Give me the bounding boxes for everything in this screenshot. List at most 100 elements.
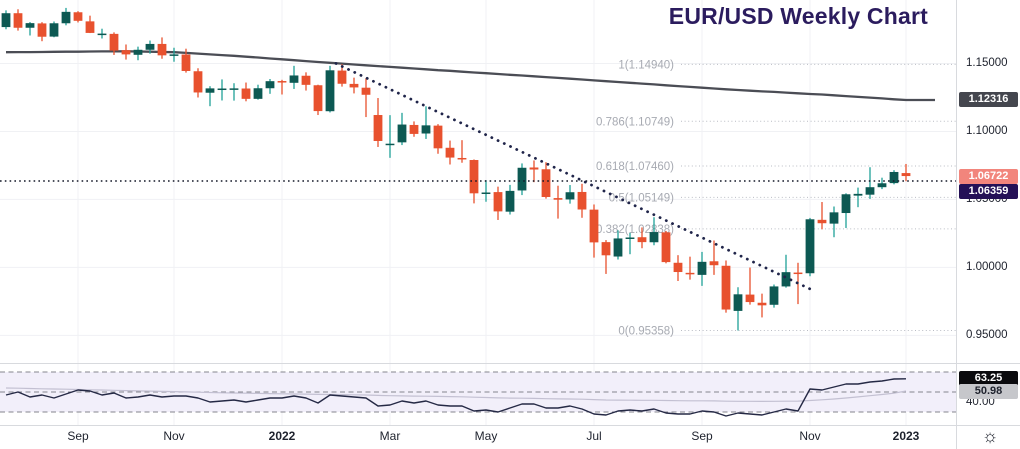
candle-down [757,302,767,306]
candle-down [589,209,599,243]
rsi-line [5,378,907,417]
candle-up [325,70,335,112]
candle-down [109,33,119,51]
rsi-ma-line [5,387,907,403]
candle-up [613,238,623,257]
price-axis-label: 1.15000 [966,57,1008,69]
price-badge-1.06359: 1.06359 [959,183,1018,199]
moving-average-line[interactable] [5,50,935,102]
candle-up [781,272,791,287]
time-label-Sep: Sep [67,429,89,443]
candle-up [733,294,743,311]
candle-up [517,167,527,191]
candle-up [169,54,179,56]
candle-up [397,124,407,143]
time-label-Mar: Mar [379,429,401,443]
candle-down [553,198,563,200]
rsi-axis-remnant: 40.00 [966,396,995,408]
candle-down [85,21,95,33]
candle-up [565,192,575,200]
candle-up [505,190,515,212]
price-badge-1.12316: 1.12316 [959,92,1018,108]
candle-down [409,124,419,134]
candle-up [25,23,35,28]
candle-down [685,272,695,275]
candle-up [385,143,395,146]
candle-down [193,71,203,93]
candle-up [97,33,107,36]
time-label-2022: 2022 [268,429,296,443]
candle-up [253,88,263,99]
candle-down [73,12,83,21]
fib-level-label: 0.618(1.07460) [596,161,674,173]
candle-down [673,262,683,273]
fib-level-label: 0.5(1.05149) [609,192,674,204]
candle-down [541,169,551,197]
candle-up [229,88,239,90]
candle-up [133,49,143,55]
time-label-May: May [474,429,498,443]
candle-down [709,261,719,266]
rsi-badge-63.25: 63.25 [959,371,1018,387]
price-badge-1.06722: 1.06722 [959,168,1018,184]
candle-up [697,261,707,275]
candle-up [481,192,491,195]
trendline[interactable] [334,62,814,292]
candle-down [349,83,359,88]
candle-down [37,23,47,37]
candle-up [1,13,11,28]
candle-down [817,219,827,224]
candle-down [433,125,443,149]
candle-down [601,242,611,256]
candle-down [181,54,191,71]
candle-down [745,294,755,303]
candle-down [373,115,383,141]
candle-down [121,50,131,55]
candle-up [49,23,59,37]
candle-up [853,193,863,196]
candle-down [301,75,311,85]
candle-up [829,212,839,224]
time-label-2023: 2023 [892,429,920,443]
candle-down [457,157,467,160]
time-label-Nov: Nov [799,429,821,443]
candles [1,7,911,331]
candle-down [637,237,647,243]
grid-lines [0,0,956,425]
candle-down [721,265,731,310]
candle-down [577,191,587,210]
rsi-pane [0,371,956,413]
fib-level-label: 0(0.95358) [618,325,674,337]
settings-icon[interactable]: ☼ [981,426,999,446]
candle-up [649,232,659,243]
rsi-badge-50.98: 50.98 [959,383,1018,399]
candle-up [61,11,71,24]
candle-up [889,171,899,184]
chart-title: EUR/USD Weekly Chart [668,3,928,29]
candle-down [493,192,503,212]
candle-up [625,237,635,239]
candle-down [529,167,539,170]
candle-down [337,70,347,84]
candle-down [313,85,323,112]
time-label-Sep: Sep [691,429,713,443]
fib-level-label: 1(1.14940) [618,59,674,71]
candle-down [241,88,251,99]
candle-up [877,183,887,188]
time-label-Jul: Jul [586,429,602,443]
candle-down [661,232,671,263]
candle-down [445,147,455,158]
candle-up [769,286,779,305]
candle-up [217,88,227,91]
candle-up [265,81,275,89]
fib-retracement[interactable]: 1(1.14940) 0.786(1.10749) 0.618(1.07460) 0.… [596,59,956,337]
price-axis-label: 1.10000 [966,124,1008,137]
candle-down [277,81,287,83]
candle-up [865,187,875,195]
candle-up [289,75,299,83]
candle-up [421,125,431,134]
candle-up [805,219,815,274]
candle-up [205,88,215,93]
